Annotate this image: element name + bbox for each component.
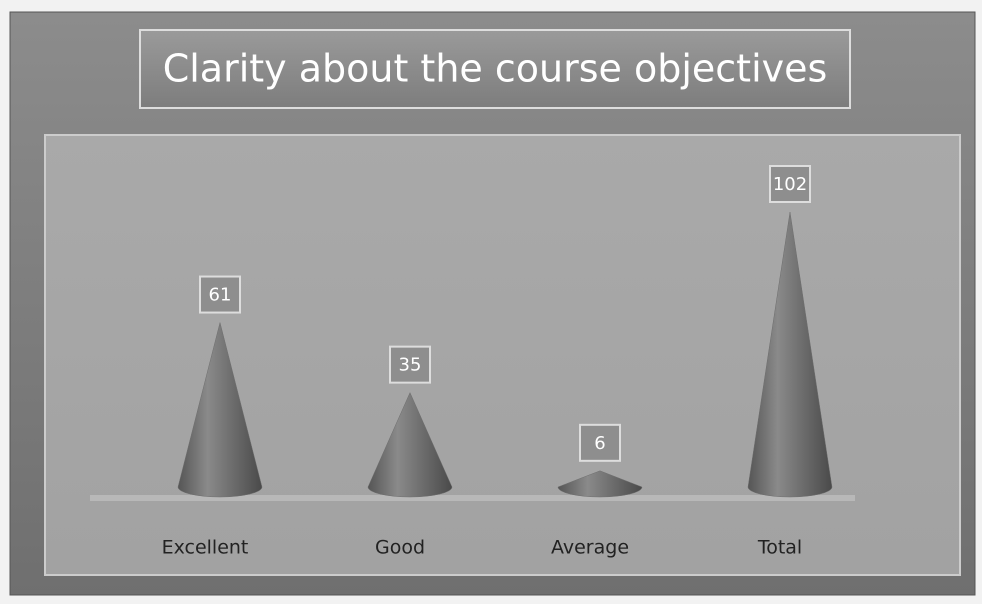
x-tick-label: Excellent xyxy=(162,537,249,559)
value-label: 35 xyxy=(399,355,422,376)
cone xyxy=(747,211,833,498)
value-label-box xyxy=(199,275,241,314)
x-tick-label: Good xyxy=(375,537,425,559)
value-label: 102 xyxy=(773,174,807,195)
value-label: 61 xyxy=(209,285,232,306)
title-box xyxy=(139,29,851,109)
value-label: 6 xyxy=(594,433,605,454)
cone xyxy=(177,322,263,498)
cone xyxy=(367,392,453,498)
plot-panel xyxy=(44,134,961,576)
value-label-box xyxy=(579,423,621,462)
value-label-box xyxy=(389,345,431,384)
chart-title: Clarity about the course objectives xyxy=(163,47,828,91)
x-tick-label: Average xyxy=(551,537,629,559)
value-label-box xyxy=(769,165,811,203)
x-tick-label: Total xyxy=(757,537,802,559)
floor xyxy=(90,495,855,501)
cone xyxy=(557,470,643,498)
